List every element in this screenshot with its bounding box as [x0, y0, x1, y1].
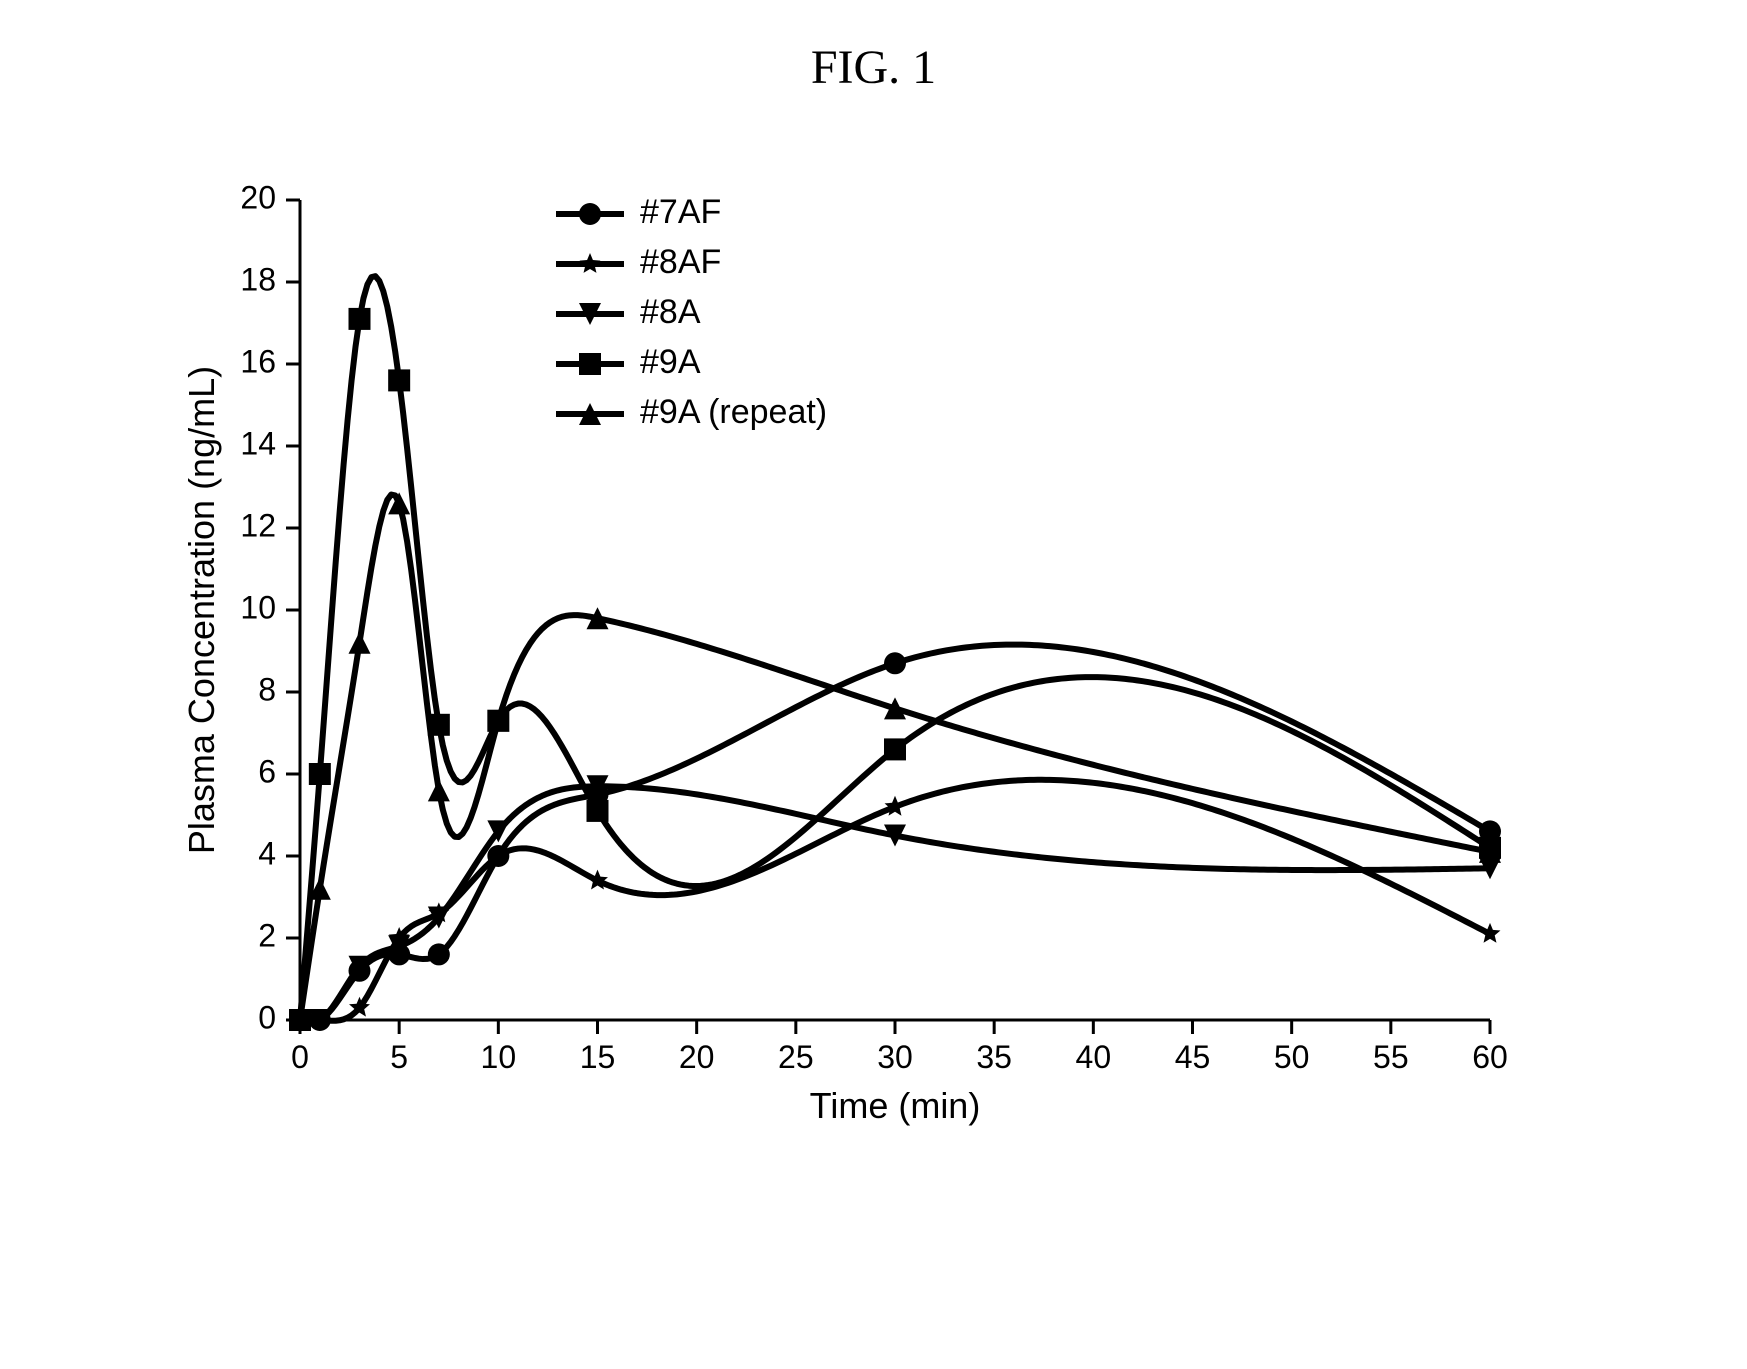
figure-title: FIG. 1 — [0, 40, 1747, 95]
legend-label: #9A (repeat) — [640, 393, 827, 431]
y-tick-label: 20 — [240, 179, 276, 215]
x-tick-label: 60 — [1472, 1039, 1508, 1075]
y-tick-label: 2 — [258, 917, 276, 953]
x-tick-label: 25 — [778, 1039, 814, 1075]
legend-item: #7AF — [556, 193, 721, 231]
y-tick-label: 18 — [240, 261, 276, 297]
chart-series-group — [289, 276, 1501, 1031]
x-axis-label: Time (min) — [810, 1085, 981, 1126]
x-tick-label: 10 — [481, 1039, 517, 1075]
page: FIG. 1 0 2 4 6 8 10 12 14 16 18 20 0 5 10 15 20 25 30 35 40… — [0, 0, 1747, 1369]
legend-item: #8A — [556, 293, 701, 331]
legend-label: #8A — [640, 293, 701, 331]
x-tick-label: 55 — [1373, 1039, 1409, 1075]
x-tick-label: 50 — [1274, 1039, 1310, 1075]
x-tick-label: 5 — [390, 1039, 408, 1075]
plasma-concentration-chart: 0 2 4 6 8 10 12 14 16 18 20 0 5 10 15 20 25 30 35 40 45 50 55 6… — [180, 170, 1580, 1175]
y-tick-label: 14 — [240, 425, 276, 461]
x-tick-label: 30 — [877, 1039, 913, 1075]
x-tick-label: 35 — [976, 1039, 1012, 1075]
y-tick-label: 6 — [258, 753, 276, 789]
x-tick-label: 45 — [1175, 1039, 1211, 1075]
legend-item: #8AF — [556, 243, 721, 281]
x-tick-label: 15 — [580, 1039, 616, 1075]
x-tick-label: 20 — [679, 1039, 715, 1075]
y-tick-label: 8 — [258, 671, 276, 707]
legend-item: #9A — [556, 343, 701, 381]
y-tick-label: 12 — [240, 507, 276, 543]
y-axis-label: Plasma Concentration (ng/mL) — [181, 366, 222, 854]
legend-label: #9A — [640, 343, 701, 381]
x-tick-label: 0 — [291, 1039, 309, 1075]
legend-item: #9A (repeat) — [556, 393, 827, 431]
legend-label: #8AF — [640, 243, 721, 281]
y-tick-label: 4 — [258, 835, 276, 871]
legend-label: #7AF — [640, 193, 721, 231]
y-tick-label: 16 — [240, 343, 276, 379]
x-tick-label: 40 — [1076, 1039, 1112, 1075]
y-tick-label: 0 — [258, 999, 276, 1035]
legend: #7AF #8AF #8A #9A #9A (repeat) — [556, 193, 827, 431]
series-s5 — [289, 492, 1501, 1031]
y-tick-label: 10 — [240, 589, 276, 625]
